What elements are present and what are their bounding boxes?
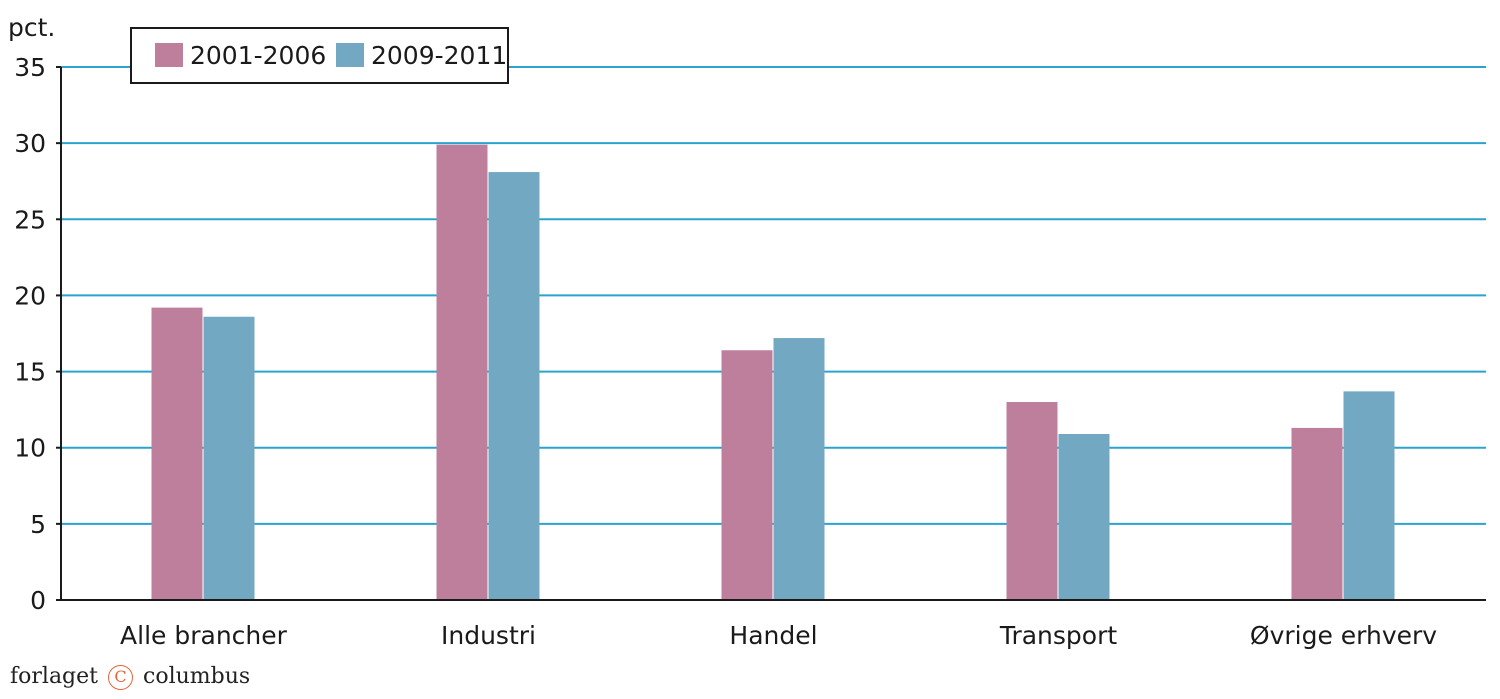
bar [488, 172, 540, 600]
bar [1006, 402, 1058, 600]
legend-label: 2001-2006 [190, 41, 326, 70]
y-tick-label: 30 [14, 129, 46, 158]
bar [151, 307, 203, 600]
bar [203, 316, 255, 600]
bars [151, 144, 1395, 600]
y-tick-label: 25 [14, 205, 46, 234]
publisher-name-right: columbus [143, 664, 251, 689]
y-tick-label: 15 [14, 358, 46, 387]
bar [1291, 427, 1343, 600]
x-category-labels: Alle brancher Industri Handel Transport Øvri… [120, 621, 1437, 650]
publisher-name-left: forlaget [10, 664, 98, 689]
legend-swatch [155, 43, 183, 67]
y-tick-label: 5 [30, 510, 46, 539]
bar [1058, 434, 1110, 600]
x-category-label: Industri [441, 621, 536, 650]
publisher-footer: forlaget C columbus [10, 664, 250, 690]
x-category-label: Alle brancher [120, 621, 288, 650]
legend: 2001-2006 2009-2011 [130, 27, 509, 84]
bar [721, 350, 773, 600]
legend-swatch [336, 43, 364, 67]
y-tick-labels: 0 5 10 15 20 25 30 35 [14, 53, 46, 615]
bar [773, 338, 825, 600]
bar [436, 144, 488, 600]
y-unit-label: pct. [8, 13, 55, 42]
legend-label: 2009-2011 [371, 41, 507, 70]
y-tick-label: 10 [14, 434, 46, 463]
copyright-icon: C [108, 665, 133, 690]
legend-box [130, 27, 509, 84]
y-tick-label: 0 [30, 586, 46, 615]
y-tick-label: 35 [14, 53, 46, 82]
bar-chart: 0 5 10 15 20 25 30 35 Alle brancher Industri Hand… [8, 13, 1486, 650]
axes [56, 66, 1486, 601]
x-category-label: Handel [729, 621, 817, 650]
y-tick-label: 20 [14, 281, 46, 310]
bar [1343, 391, 1395, 600]
x-category-label: Øvrige erhverv [1250, 621, 1437, 650]
x-category-label: Transport [999, 621, 1118, 650]
